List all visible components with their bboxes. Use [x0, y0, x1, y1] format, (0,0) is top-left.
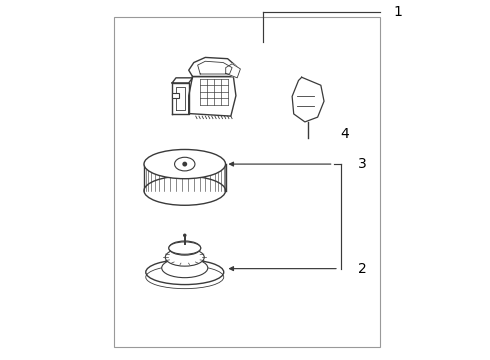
Ellipse shape	[144, 176, 225, 205]
Polygon shape	[172, 83, 189, 113]
Ellipse shape	[169, 241, 201, 255]
Bar	[172, 93, 178, 98]
Ellipse shape	[144, 149, 225, 179]
Polygon shape	[226, 64, 241, 78]
Polygon shape	[172, 78, 193, 83]
Text: 3: 3	[358, 157, 367, 171]
Text: 1: 1	[393, 5, 402, 19]
Polygon shape	[292, 77, 324, 122]
Circle shape	[183, 234, 187, 237]
Polygon shape	[189, 77, 236, 116]
Bar	[114, 17, 380, 347]
Ellipse shape	[174, 157, 195, 171]
Text: 4: 4	[340, 127, 348, 141]
Circle shape	[182, 162, 187, 167]
Ellipse shape	[169, 242, 201, 254]
Polygon shape	[189, 58, 237, 77]
Ellipse shape	[162, 258, 208, 278]
Text: 2: 2	[358, 262, 367, 276]
Bar	[144, 164, 225, 191]
Ellipse shape	[146, 260, 224, 284]
Ellipse shape	[165, 248, 204, 266]
